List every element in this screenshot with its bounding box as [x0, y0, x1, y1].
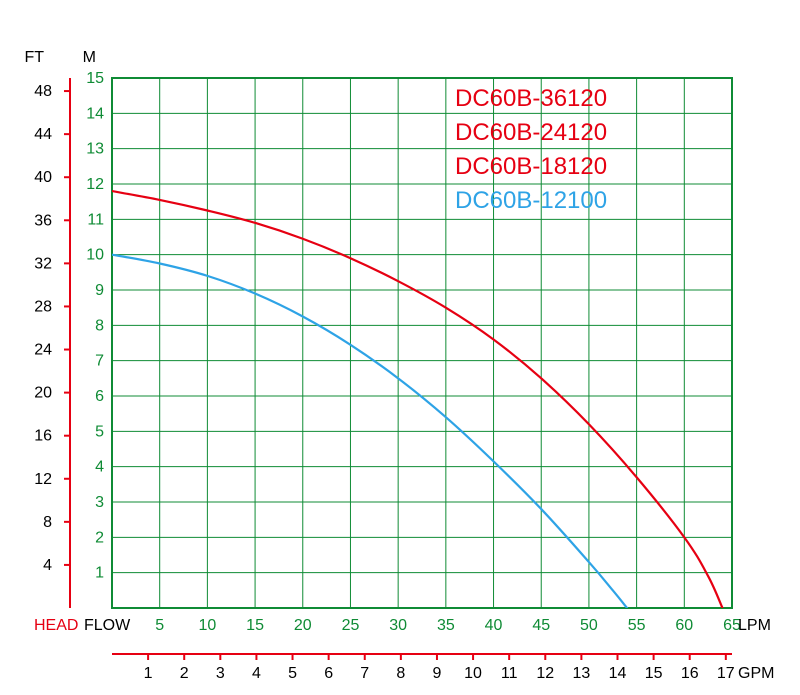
ft-tick-label: 28 [34, 298, 52, 315]
gpm-tick-label: 17 [717, 665, 735, 682]
y-m-tick: 2 [95, 529, 104, 546]
gpm-tick-label: 8 [396, 665, 405, 682]
x-lpm-tick: 45 [532, 617, 550, 634]
ft-tick-label: 36 [34, 212, 52, 229]
y-m-tick: 8 [95, 317, 104, 334]
y-m-tick: 5 [95, 423, 104, 440]
ft-tick-label: 44 [34, 126, 52, 143]
x-lpm-tick: 5 [155, 617, 164, 634]
x-gpm-unit: GPM [738, 665, 774, 682]
y-m-tick: 11 [87, 211, 104, 228]
ft-tick-label: 12 [34, 471, 52, 488]
y-m-tick: 15 [86, 70, 104, 87]
gpm-tick-label: 16 [681, 665, 699, 682]
gpm-tick-label: 4 [252, 665, 261, 682]
gpm-tick-label: 12 [536, 665, 554, 682]
pump-curve-chart: 123456789101112131415M481216202428323640… [0, 0, 800, 695]
gpm-tick-label: 14 [609, 665, 627, 682]
gpm-tick-label: 7 [360, 665, 369, 682]
x-lpm-tick: 60 [675, 617, 693, 634]
x-lpm-tick: 40 [485, 617, 503, 634]
y-ft-unit: FT [24, 49, 44, 66]
x-lpm-tick: 15 [246, 617, 264, 634]
x-lpm-tick: 55 [628, 617, 646, 634]
legend-item: DC60B-36120 [455, 85, 607, 112]
y-m-tick: 1 [95, 565, 104, 582]
x-lpm-unit: LPM [738, 617, 771, 634]
ft-tick-label: 4 [43, 557, 52, 574]
chart-container: 123456789101112131415M481216202428323640… [0, 0, 800, 695]
y-m-tick: 12 [86, 176, 104, 193]
x-lpm-tick: 25 [342, 617, 360, 634]
flow-label: FLOW [84, 617, 131, 634]
gpm-tick-label: 5 [288, 665, 297, 682]
legend-item: DC60B-12100 [455, 187, 607, 214]
y-m-unit: M [83, 49, 96, 66]
ft-tick-label: 24 [34, 342, 52, 359]
x-lpm-tick: 10 [198, 617, 216, 634]
gpm-tick-label: 1 [144, 665, 153, 682]
y-m-tick: 4 [95, 459, 104, 476]
x-lpm-tick: 30 [389, 617, 407, 634]
y-m-tick: 13 [86, 141, 104, 158]
gpm-tick-label: 3 [216, 665, 225, 682]
ft-tick-label: 40 [34, 169, 52, 186]
ft-tick-label: 16 [34, 428, 52, 445]
x-lpm-tick: 35 [437, 617, 455, 634]
gpm-tick-label: 15 [645, 665, 663, 682]
y-m-tick: 3 [95, 494, 104, 511]
legend-item: DC60B-24120 [455, 119, 607, 146]
y-m-tick: 6 [95, 388, 104, 405]
y-m-tick: 9 [95, 282, 104, 299]
legend-item: DC60B-18120 [455, 153, 607, 180]
y-m-tick: 10 [86, 247, 104, 264]
gpm-tick-label: 6 [324, 665, 333, 682]
head-label: HEAD [34, 617, 78, 634]
gpm-tick-label: 2 [180, 665, 189, 682]
gpm-tick-label: 9 [433, 665, 442, 682]
ft-tick-label: 20 [34, 385, 52, 402]
ft-tick-label: 8 [43, 514, 52, 531]
ft-tick-label: 48 [34, 83, 52, 100]
ft-tick-label: 32 [34, 255, 52, 272]
gpm-tick-label: 10 [464, 665, 482, 682]
x-lpm-tick: 50 [580, 617, 598, 634]
y-m-tick: 14 [86, 105, 104, 122]
x-lpm-tick: 20 [294, 617, 312, 634]
gpm-tick-label: 11 [501, 665, 518, 682]
gpm-tick-label: 13 [572, 665, 590, 682]
y-m-tick: 7 [95, 353, 104, 370]
